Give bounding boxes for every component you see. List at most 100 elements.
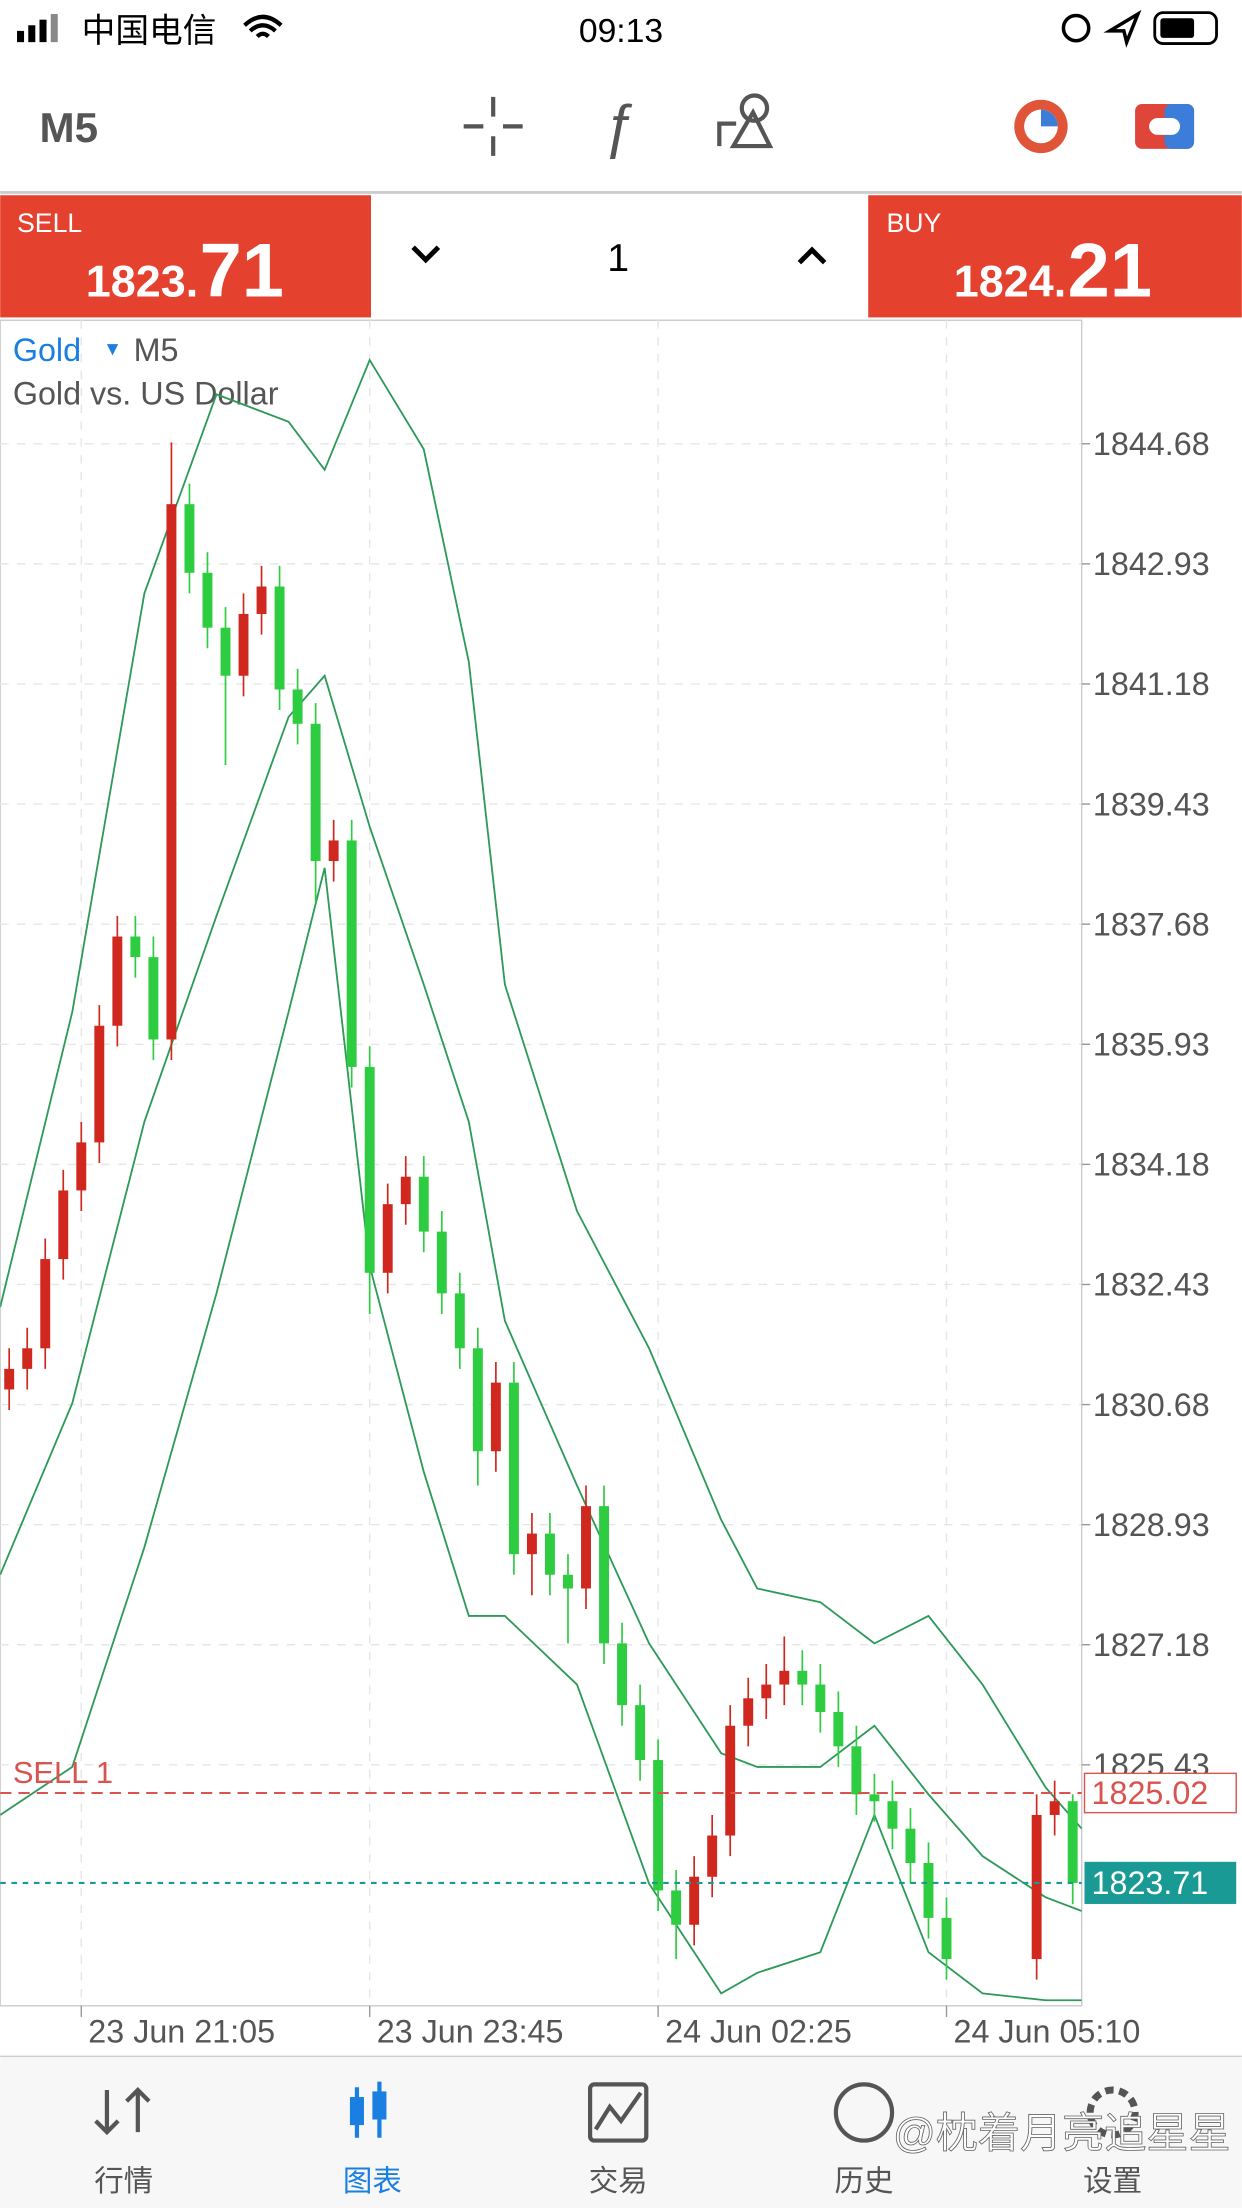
tab-label[interactable]: 设置 — [1083, 2165, 1142, 2198]
y-tick-label: 1844.68 — [1093, 426, 1210, 462]
candle-body — [599, 1506, 609, 1644]
wifi-icon — [243, 14, 283, 39]
candle-body — [563, 1574, 573, 1589]
trade-panel: SELL 1823. 71 1 BUY 1824. 21 — [0, 195, 1242, 318]
band-middle — [0, 673, 1082, 1912]
candle-body — [1067, 1801, 1078, 1883]
band-upper — [0, 358, 1082, 1830]
toolbar: M5 ƒ — [0, 93, 1242, 194]
buy-button[interactable] — [868, 195, 1242, 318]
candle-body — [472, 1348, 483, 1452]
candle-body — [635, 1705, 646, 1761]
symbol[interactable]: Gold — [13, 332, 81, 368]
candle-body — [454, 1293, 465, 1349]
lock-icon — [1061, 13, 1091, 43]
order-label: SELL 1 — [13, 1755, 113, 1790]
chart-icon — [372, 2091, 387, 2120]
candle-body — [22, 1348, 33, 1369]
sell-price-big: 71 — [200, 228, 284, 313]
y-tick-label: 1837.68 — [1093, 906, 1210, 942]
price-box — [1084, 1861, 1237, 1904]
buy-label: BUY — [886, 208, 941, 238]
carrier: 中国电信 — [82, 12, 217, 50]
candle-body — [94, 1025, 105, 1143]
candle-body — [436, 1231, 447, 1294]
y-tick-label: 1827.18 — [1093, 1627, 1210, 1663]
candle-body — [400, 1176, 411, 1205]
candle-body — [508, 1382, 519, 1555]
y-tick-label: 1841.18 — [1093, 666, 1210, 702]
candle-body — [166, 504, 177, 1040]
crosshair-icon[interactable] — [463, 96, 523, 156]
candle-body — [526, 1533, 537, 1555]
candle-body — [4, 1368, 15, 1390]
tab-bar-bg — [0, 2056, 1242, 2208]
candle-body — [815, 1684, 826, 1713]
timeframe-button[interactable]: M5 — [40, 104, 99, 151]
y-tick-label: 1835.93 — [1093, 1027, 1210, 1063]
signal-icon — [17, 30, 25, 43]
oneclick-icon — [1040, 109, 1058, 127]
candle-body — [238, 613, 249, 676]
battery-level — [1160, 18, 1195, 38]
plot — [0, 358, 1082, 2002]
x-tick-label: 24 Jun 05:10 — [954, 2013, 1141, 2049]
candle-body — [689, 1876, 700, 1925]
candle-body — [310, 723, 321, 862]
candle-body — [833, 1712, 844, 1747]
y-tick-label: 1832.43 — [1093, 1267, 1210, 1303]
chart: Gold M5 Gold vs. US Dollar 1844.68 1842.9… — [0, 319, 1237, 2049]
signal-icon — [39, 19, 47, 43]
location-icon — [1103, 9, 1142, 48]
candle-body — [364, 1066, 375, 1273]
y-tick-label: 1839.43 — [1093, 786, 1210, 822]
sell-label: SELL — [17, 208, 82, 238]
status-bar: 中国电信 09:13 — [17, 9, 1218, 50]
x-tick-label: 24 Jun 02:25 — [665, 2013, 852, 2049]
candle-body — [707, 1835, 718, 1877]
buy-price: 1824. — [954, 255, 1066, 306]
tab-label[interactable]: 行情 — [94, 2165, 153, 2198]
candle-body — [797, 1670, 808, 1685]
tab-label[interactable]: 图表 — [343, 2165, 402, 2198]
candle-body — [923, 1862, 934, 1918]
volume[interactable]: 1 — [607, 236, 629, 280]
sell-price: 1823. — [86, 255, 198, 306]
candle-body — [184, 504, 195, 573]
signal-icon — [28, 25, 36, 43]
candle-body — [581, 1506, 591, 1589]
x-tick-label: 23 Jun 23:45 — [377, 2013, 564, 2049]
candle-body — [58, 1190, 69, 1260]
sell-button[interactable] — [0, 195, 371, 318]
candle-body — [887, 1801, 898, 1829]
tab-label[interactable]: 交易 — [589, 2165, 648, 2198]
tab-label[interactable]: 历史 — [835, 2165, 894, 2198]
candle-body — [292, 689, 303, 724]
volume-up[interactable] — [797, 246, 827, 265]
watermark: @枕着月亮追星星 — [893, 2110, 1231, 2157]
candle-body — [76, 1142, 87, 1191]
candle-body — [761, 1684, 772, 1699]
tab-bar: @枕着月亮追星星 行情 图表 交易 历史 设置 — [0, 2055, 1242, 2208]
candle-body — [743, 1698, 754, 1726]
candle-body — [346, 840, 357, 1067]
candle-body — [130, 936, 141, 958]
candle-body — [328, 840, 339, 862]
trade-tab-icon — [587, 2082, 649, 2143]
objects-icon — [739, 93, 770, 123]
order-price-box — [1083, 1772, 1237, 1814]
objects-icon[interactable] — [717, 107, 774, 149]
plot-area — [0, 319, 1083, 2007]
chart-icon — [349, 2097, 364, 2126]
symbol-dropdown[interactable] — [106, 344, 119, 356]
candle-body — [869, 1794, 880, 1802]
candle-body — [1049, 1801, 1060, 1815]
volume-down[interactable] — [411, 245, 441, 264]
candle-body — [617, 1643, 628, 1706]
candle-body — [202, 572, 213, 628]
indicator-icon[interactable]: ƒ — [602, 93, 635, 159]
band-lower — [0, 867, 1082, 2002]
settings-icon — [1086, 2086, 1139, 2139]
